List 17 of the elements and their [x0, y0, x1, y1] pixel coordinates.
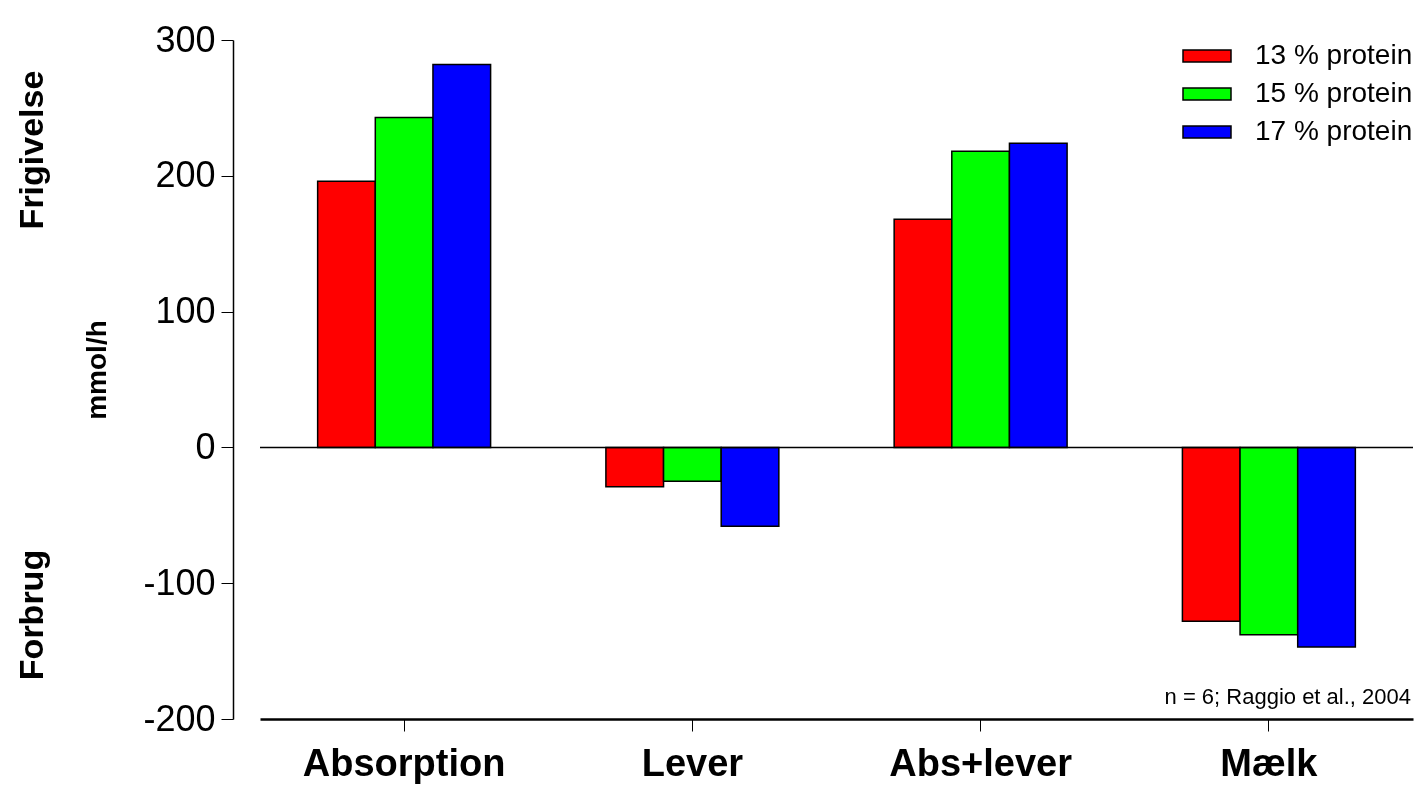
y-tick-label: -100 [143, 561, 216, 603]
y-tick-label: 100 [155, 290, 216, 332]
annotation: n = 6; Raggio et al., 2004 [1164, 684, 1411, 709]
text: Forbrug [12, 549, 50, 681]
x-tick-label: Mælk [1220, 741, 1319, 784]
x-tick-label: Abs+lever [889, 741, 1073, 784]
legend-label: 15 % protein [1255, 77, 1413, 108]
legend-label: 17 % protein [1255, 115, 1413, 146]
y-axis-title: mmol/h [81, 320, 112, 420]
legend-label: 13 % protein [1255, 39, 1413, 70]
text: Frigivelse [12, 70, 50, 230]
x-tick-label: Lever [641, 741, 744, 784]
y-tick-label: 300 [155, 18, 216, 60]
y-tick-label: 200 [155, 154, 216, 196]
y-tick-label: 0 [195, 425, 216, 467]
x-tick-label: Absorption [302, 741, 506, 784]
y-tick-label: -200 [143, 697, 216, 739]
